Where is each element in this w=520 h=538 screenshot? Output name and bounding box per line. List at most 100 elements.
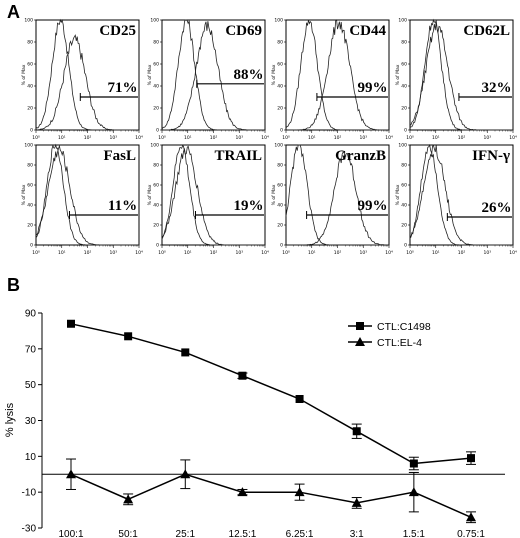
x-tick-label: 10² — [334, 135, 342, 141]
y-axis-label: % of Max — [271, 184, 277, 205]
y-tick-label: 60 — [153, 62, 159, 68]
y-tick-label: -30 — [22, 524, 37, 535]
y-tick-label: 100 — [150, 143, 159, 149]
histogram-7: 0 20 40 60 80 100 % of Max 10⁰ 10¹ 10² 10³ 10⁴ Granz… — [271, 143, 393, 257]
y-tick-label: 40 — [153, 203, 159, 209]
data-point — [67, 319, 75, 328]
stained-histogram — [409, 144, 513, 246]
x-tick-label: 10³ — [483, 135, 491, 141]
percent-label: 88% — [234, 67, 264, 83]
stained-histogram — [286, 151, 389, 246]
x-tick-label: 10¹ — [308, 135, 316, 141]
x-tick-label: 10⁴ — [135, 135, 143, 141]
y-tick-label: 60 — [277, 183, 283, 189]
y-tick-label: 80 — [401, 40, 407, 46]
x-tick-label: 12.5:1 — [229, 529, 257, 538]
y-tick-label: 100 — [398, 18, 407, 24]
y-axis-label: % of Max — [147, 184, 153, 205]
data-point — [124, 332, 133, 341]
y-tick-label: 40 — [277, 203, 283, 209]
percent-label: 11% — [108, 198, 137, 214]
data-point — [123, 494, 134, 504]
stained-histogram — [35, 34, 139, 131]
y-tick-label: 0 — [156, 243, 159, 249]
y-tick-label: 40 — [27, 203, 33, 209]
marker-label: TRAIL — [214, 148, 262, 164]
y-tick-label: 40 — [401, 203, 407, 209]
y-tick-label: 80 — [277, 163, 283, 169]
percent-label: 99% — [358, 80, 388, 96]
x-tick-label: 10³ — [235, 135, 243, 141]
percent-label: 99% — [358, 198, 388, 214]
histogram-3: 0 20 40 60 80 100 % of Max 10⁰ 10¹ 10² 10³ 10⁴ CD44 9… — [271, 18, 393, 142]
x-tick-label: 10² — [334, 250, 342, 256]
panel-a-letter: A — [7, 2, 20, 22]
x-tick-label: 10⁴ — [135, 250, 143, 256]
percent-label: 19% — [234, 198, 264, 214]
y-tick-label: 80 — [153, 163, 159, 169]
data-point — [466, 512, 476, 522]
x-tick-label: 10² — [458, 135, 466, 141]
y-tick-label: 20 — [27, 106, 33, 112]
percent-label: 32% — [482, 80, 512, 96]
y-tick-label: -10 — [22, 488, 37, 499]
y-tick-label: 50 — [25, 380, 37, 391]
legend: CTL:C1498 CTL:EL-4 — [348, 321, 431, 349]
y-tick-label: 40 — [277, 84, 283, 90]
x-tick-label: 10² — [458, 250, 466, 256]
x-tick-label: 10⁰ — [32, 250, 40, 256]
x-tick-label: 10² — [84, 250, 92, 256]
legend-marker — [355, 337, 365, 346]
y-tick-label: 40 — [401, 84, 407, 90]
data-point — [66, 469, 76, 479]
y-tick-label: 40 — [27, 84, 33, 90]
y-tick-label: 100 — [24, 18, 33, 24]
panel-b-letter: B — [7, 275, 20, 295]
data-point — [352, 427, 361, 436]
x-tick-label: 10⁴ — [509, 135, 517, 141]
x-tick-label: 10³ — [359, 135, 367, 141]
y-tick-label: 0 — [156, 128, 159, 134]
x-tick-label: 10¹ — [432, 250, 440, 256]
x-tick-label: 10⁰ — [282, 135, 290, 141]
x-tick-label: 25:1 — [176, 529, 196, 538]
data-point — [180, 469, 191, 479]
histogram-2: 0 20 40 60 80 100 % of Max 10⁰ 10¹ 10² 10³ 10⁴ CD69 8… — [147, 18, 269, 142]
x-tick-label: 1.5:1 — [403, 529, 426, 538]
y-tick-label: 20 — [277, 106, 283, 112]
marker-label: GranzB — [335, 148, 386, 164]
y-tick-label: 20 — [153, 106, 159, 112]
percent-label: 26% — [482, 200, 512, 216]
data-point — [351, 497, 362, 507]
stained-histogram — [162, 21, 265, 131]
x-tick-label: 10⁴ — [261, 135, 269, 141]
y-axis-label: % of Max — [21, 184, 27, 205]
marker-label: CD25 — [99, 23, 136, 39]
legend-label: CTL:C1498 — [377, 321, 431, 333]
data-point — [409, 459, 418, 468]
y-axis-label: % of Max — [147, 64, 153, 85]
x-tick-label: 10¹ — [184, 135, 192, 141]
y-tick-label: 100 — [274, 143, 283, 149]
x-tick-label: 10² — [210, 135, 218, 141]
marker-label: CD69 — [225, 23, 262, 39]
percent-label: 71% — [108, 80, 138, 96]
panel-b-lysis-chart: 90 70 50 30 10 -10 -30 % lysis 100:1 50:1 25:1 12.5… — [4, 309, 505, 538]
data-point — [181, 348, 190, 357]
stained-histogram — [409, 20, 513, 131]
y-tick-label: 60 — [27, 183, 33, 189]
x-tick-label: 10³ — [109, 135, 117, 141]
y-tick-label: 20 — [277, 223, 283, 229]
y-tick-label: 60 — [401, 183, 407, 189]
x-tick-label: 10² — [210, 250, 218, 256]
data-point — [237, 487, 248, 497]
y-tick-label: 20 — [153, 223, 159, 229]
y-tick-label: 60 — [27, 62, 33, 68]
y-tick-label: 20 — [401, 106, 407, 112]
y-tick-label: 100 — [274, 18, 283, 24]
marker-label: CD62L — [463, 23, 510, 39]
series-1 — [67, 319, 476, 471]
series-line — [70, 473, 472, 518]
x-tick-label: 6.25:1 — [286, 529, 314, 538]
marker-label: CD44 — [349, 23, 386, 39]
